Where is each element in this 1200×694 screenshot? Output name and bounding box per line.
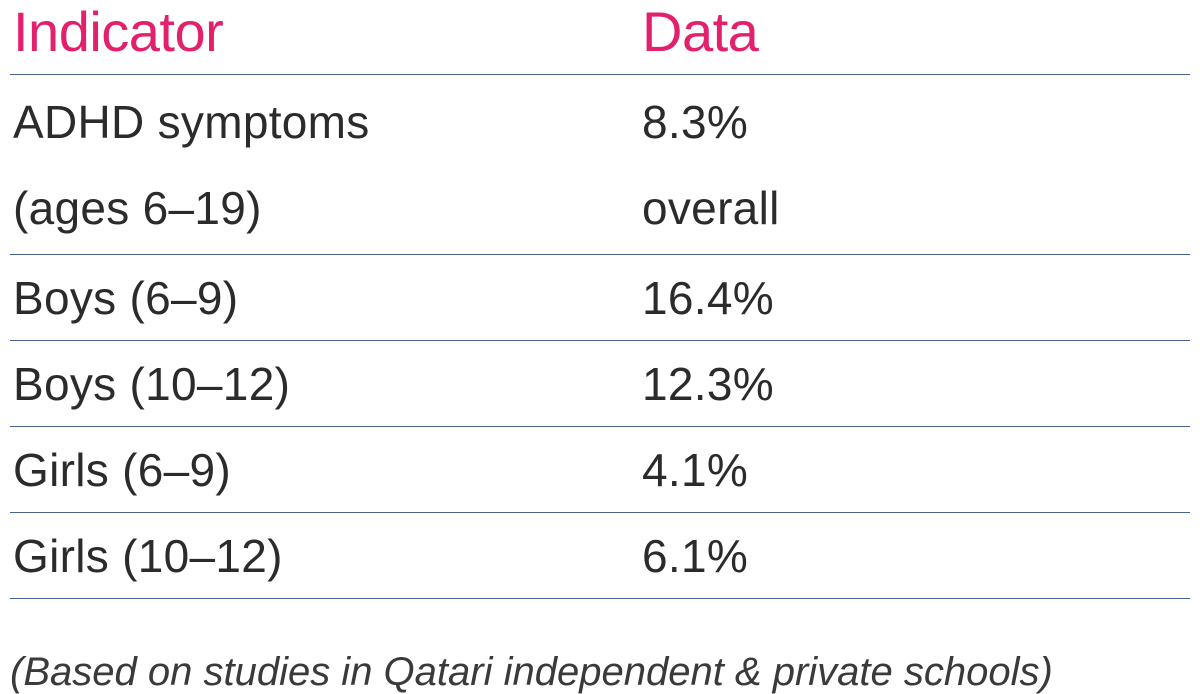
data-cell-subline: overall	[642, 181, 780, 234]
indicator-cell: Girls (6–9)	[13, 443, 232, 496]
indicator-cell: Boys (6–9)	[13, 271, 239, 324]
indicator-cell: Boys (10–12)	[13, 357, 291, 410]
source-footnote: (Based on studies in Qatari independent …	[10, 650, 1053, 694]
table-row: Boys (10–12) 12.3%	[10, 341, 1190, 427]
table-row: Boys (6–9) 16.4%	[10, 255, 1190, 341]
column-header-indicator: Indicator	[13, 0, 224, 63]
data-cell: 4.1%	[642, 443, 749, 496]
table-row: Girls (6–9) 4.1%	[10, 427, 1190, 513]
indicator-cell: ADHD symptoms	[13, 95, 370, 148]
data-cell: 8.3%	[642, 95, 749, 148]
table-row: Girls (10–12) 6.1%	[10, 513, 1190, 599]
adhd-indicator-table: Indicator Data ADHD symptoms 8.3% (ages …	[10, 0, 1190, 599]
table-header-row: Indicator Data	[10, 0, 1190, 75]
data-cell: 12.3%	[642, 357, 774, 410]
column-header-data: Data	[642, 0, 759, 63]
indicator-cell-subline: (ages 6–19)	[13, 181, 262, 234]
data-cell: 6.1%	[642, 529, 749, 582]
data-cell: 16.4%	[642, 271, 774, 324]
indicator-cell: Girls (10–12)	[13, 529, 283, 582]
table-row: ADHD symptoms 8.3% (ages 6–19) overall	[10, 75, 1190, 255]
